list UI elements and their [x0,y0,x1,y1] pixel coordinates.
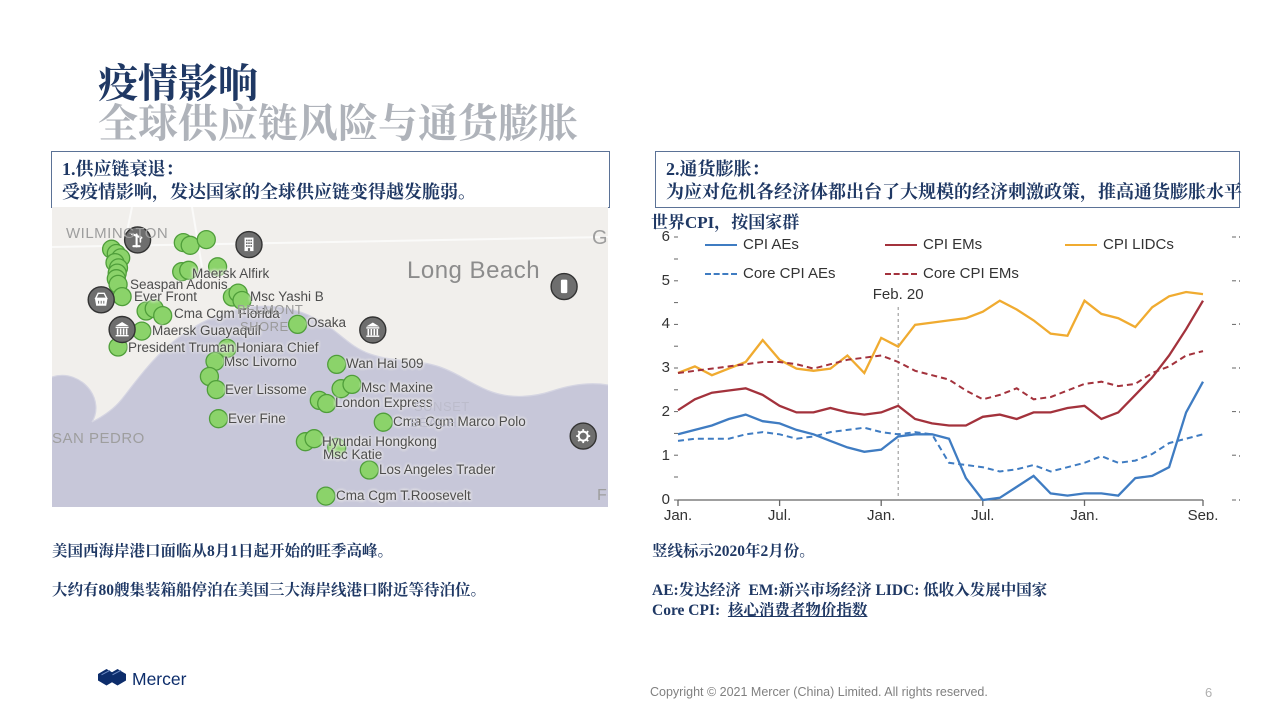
svg-text:Mercer: Mercer [132,669,187,689]
svg-text:5: 5 [662,272,670,289]
svg-text:Jan.: Jan. [1070,507,1098,520]
svg-text:4: 4 [662,315,670,332]
svg-text:Jul.: Jul. [768,507,791,520]
svg-text:–: – [1239,228,1240,245]
svg-text:Jul.: Jul. [971,507,994,520]
svg-text:–: – [1239,315,1240,332]
svg-text:Sep.: Sep. [1188,507,1219,520]
svg-text:Feb. 20: Feb. 20 [873,286,924,303]
svg-text:0: 0 [662,491,670,508]
svg-text:–: – [1239,272,1240,289]
svg-text:6: 6 [662,228,670,245]
svg-text:–: – [1239,447,1240,464]
svg-text:–: – [1239,491,1240,508]
svg-text:2: 2 [662,403,670,420]
svg-text:3: 3 [662,359,670,376]
svg-text:Jan.: Jan. [867,507,895,520]
svg-text:Jan.: Jan. [664,507,692,520]
svg-text:–: – [1239,359,1240,376]
svg-text:–: – [1239,403,1240,420]
svg-text:1: 1 [662,447,670,464]
